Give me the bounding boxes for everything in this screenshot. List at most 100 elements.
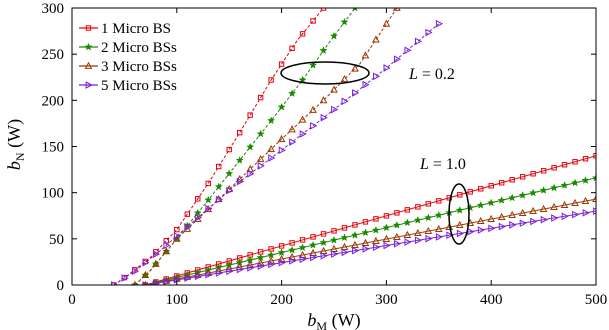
series-line	[145, 198, 596, 285]
data-point	[530, 217, 538, 226]
data-point	[455, 220, 464, 228]
legend-item: 3 Micro BSs	[79, 59, 177, 75]
data-point	[256, 129, 265, 138]
data-point	[184, 274, 192, 282]
data-point	[373, 216, 379, 222]
data-point	[247, 263, 255, 272]
data-point	[142, 281, 150, 285]
data-point	[257, 262, 265, 270]
data-point	[225, 169, 234, 178]
legend-label: 1 Micro BS	[101, 21, 171, 37]
data-point	[351, 64, 359, 72]
data-point	[310, 121, 318, 130]
series-5	[130, 8, 358, 285]
y-tick-label: 250	[42, 47, 65, 63]
data-point	[331, 250, 339, 258]
data-point	[425, 234, 433, 243]
data-point	[309, 105, 317, 113]
data-point	[581, 196, 590, 205]
data-point	[403, 218, 412, 227]
data-point	[455, 205, 464, 214]
y-tick-label: 0	[57, 278, 65, 294]
data-point	[393, 232, 401, 240]
data-point	[540, 215, 548, 224]
data-point	[372, 236, 380, 244]
data-point	[320, 251, 328, 260]
data-point	[382, 19, 391, 27]
data-point	[163, 241, 171, 250]
data-point	[278, 61, 285, 67]
data-point	[392, 220, 401, 229]
data-point	[404, 207, 411, 213]
data-point	[256, 258, 265, 266]
data-point	[267, 116, 276, 125]
series-line	[134, 8, 398, 285]
data-point	[298, 115, 307, 123]
data-point	[341, 97, 349, 106]
data-point	[277, 248, 286, 257]
legend-swatch-marker	[85, 25, 92, 31]
data-point	[308, 240, 318, 249]
data-point	[456, 229, 465, 238]
data-point	[289, 257, 297, 265]
data-point	[488, 183, 494, 189]
series-line	[145, 155, 596, 285]
data-point	[352, 246, 360, 255]
data-point	[487, 198, 496, 207]
data-point	[383, 241, 391, 250]
data-point	[518, 191, 527, 199]
ellipse-l02	[280, 61, 370, 85]
data-point	[424, 226, 433, 234]
data-point	[446, 195, 452, 201]
data-point	[529, 206, 537, 215]
data-point	[184, 211, 190, 217]
data-point	[571, 198, 579, 207]
data-point	[340, 74, 349, 83]
y-tick-label: 100	[42, 186, 65, 202]
legend-item: 1 Micro BS	[79, 21, 171, 37]
annotation-l02: L = 0.2	[408, 66, 455, 83]
data-point	[152, 259, 160, 267]
data-point	[319, 96, 328, 104]
data-point	[111, 281, 119, 285]
data-point	[246, 142, 255, 151]
data-point	[308, 60, 318, 69]
data-point	[341, 225, 348, 231]
series-7	[111, 19, 444, 285]
legend-swatch-marker	[84, 61, 93, 69]
data-point	[247, 169, 255, 178]
data-point	[476, 216, 485, 224]
data-point	[572, 210, 580, 219]
legend-item: 5 Micro BSs	[79, 78, 177, 94]
data-point	[478, 186, 484, 192]
data-point	[582, 156, 589, 162]
data-point	[298, 75, 307, 84]
data-point	[570, 178, 580, 187]
series-2	[143, 194, 596, 285]
data-point	[226, 267, 234, 276]
data-point	[278, 258, 286, 267]
data-point	[372, 35, 380, 43]
data-point	[257, 94, 264, 101]
data-point	[205, 180, 211, 187]
chart-axes: 0 100 200 300 400 500 0 50 100 150 200 250 300	[42, 1, 608, 308]
data-point	[383, 64, 391, 72]
data-point	[498, 180, 505, 186]
data-point	[393, 8, 401, 11]
data-point	[268, 154, 276, 162]
data-point	[582, 209, 590, 217]
data-point	[434, 210, 443, 219]
data-point	[361, 228, 370, 237]
data-point	[194, 272, 203, 281]
legend-label: 5 Micro BSs	[101, 78, 177, 94]
data-point	[561, 212, 569, 221]
data-point	[195, 196, 201, 202]
data-point	[277, 134, 286, 143]
y-tick-label: 200	[42, 93, 65, 109]
data-point	[268, 77, 274, 83]
data-point	[487, 214, 496, 222]
data-point	[331, 105, 339, 114]
data-point	[414, 37, 423, 46]
data-point	[226, 186, 234, 195]
data-point	[141, 270, 150, 279]
